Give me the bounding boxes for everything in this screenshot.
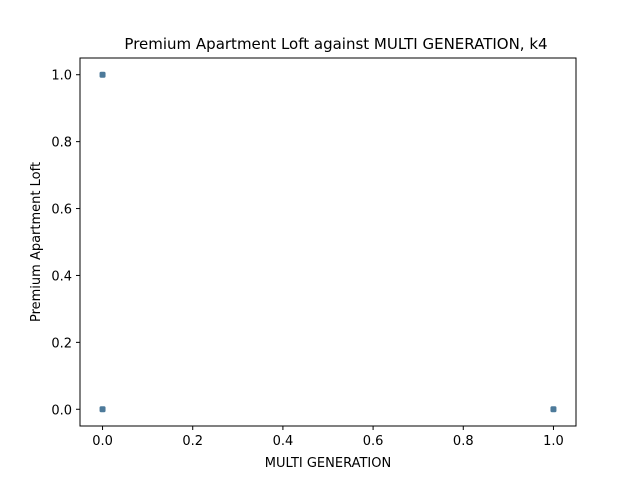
y-tick-label: 1.0 (51, 69, 72, 84)
x-tick-label: 0.6 (363, 434, 384, 449)
y-axis-ticks: 0.0 0.2 0.4 0.6 0.8 1.0 (51, 69, 80, 418)
y-axis-label: Premium Apartment Loft (29, 162, 44, 322)
y-tick-label: 0.8 (51, 136, 72, 151)
plot-frame (79, 57, 577, 427)
data-point (99, 406, 106, 413)
x-tick-label: 0.0 (92, 434, 113, 449)
y-tick-label: 0.0 (51, 403, 72, 418)
x-tick-label: 0.4 (273, 434, 294, 449)
y-tick-label: 0.4 (51, 269, 72, 284)
plot-area (99, 71, 557, 413)
x-tick-label: 1.0 (543, 434, 564, 449)
x-tick-label: 0.8 (453, 434, 474, 449)
x-tick-label: 0.2 (182, 434, 203, 449)
data-point (99, 71, 106, 78)
y-tick-label: 0.2 (51, 336, 72, 351)
x-axis-label: MULTI GENERATION (265, 456, 391, 471)
x-axis-ticks: 0.0 0.2 0.4 0.6 0.8 1.0 (92, 426, 564, 449)
data-point (550, 406, 557, 413)
y-tick-label: 0.6 (51, 203, 72, 218)
chart-title: Premium Apartment Loft against MULTI GEN… (124, 35, 547, 53)
